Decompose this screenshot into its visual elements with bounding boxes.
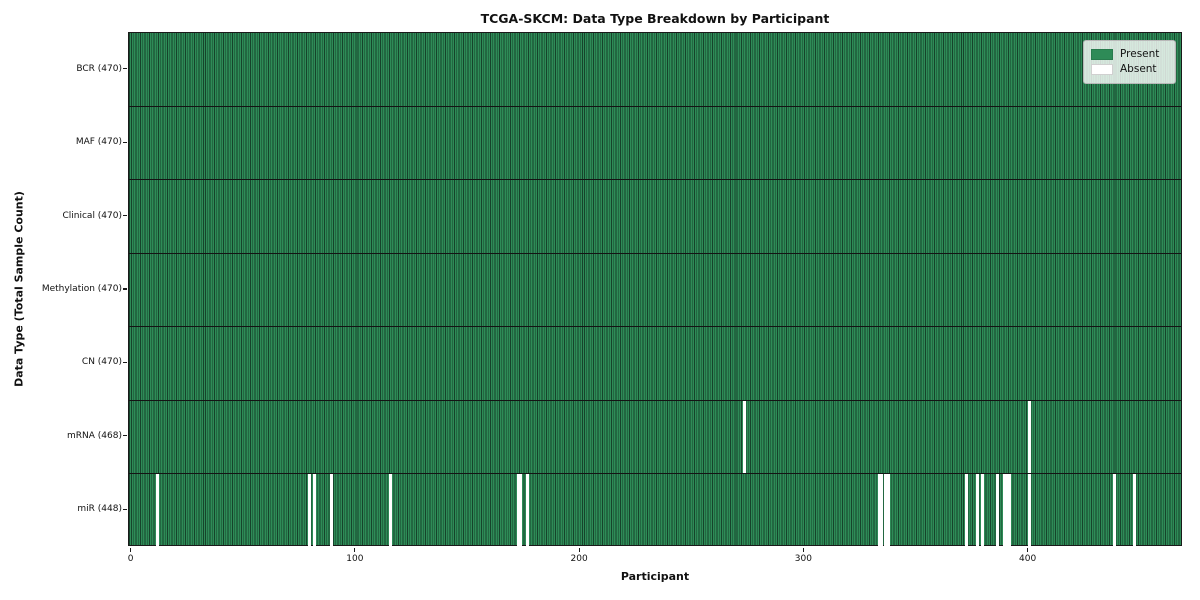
- y-tick-mark: [122, 68, 127, 70]
- absent-marker: [155, 473, 159, 547]
- absent-marker: [996, 473, 1000, 547]
- absent-marker: [1027, 473, 1031, 547]
- legend-entry-present: Present: [1091, 47, 1167, 62]
- y-tick-label: MAF (470): [75, 137, 122, 148]
- absent-marker: [1027, 400, 1031, 474]
- legend-present-label: Present: [1120, 48, 1160, 60]
- absent-marker: [976, 473, 980, 547]
- absent-swatch-icon: [1091, 64, 1113, 75]
- present-swatch-icon: [1091, 49, 1113, 60]
- y-tick-label: Methylation (470): [41, 284, 122, 294]
- y-tick-label: CN (470): [81, 357, 122, 368]
- absent-marker: [879, 473, 883, 547]
- heatmap-row-Clinical: [129, 180, 1181, 253]
- x-tick-mark: [802, 548, 804, 552]
- absent-marker: [1113, 473, 1117, 547]
- heatmap-row-mRNA: [129, 400, 1181, 474]
- x-tick-mark: [130, 548, 132, 552]
- absent-marker: [884, 473, 888, 547]
- x-tick-label: 300: [794, 554, 812, 564]
- y-tick-label: Clinical (470): [62, 210, 122, 221]
- x-tick-label: 400: [1019, 554, 1037, 564]
- y-tick-mark: [122, 141, 127, 143]
- x-tick-label: 0: [127, 554, 134, 564]
- legend-entry-absent: Absent: [1091, 62, 1167, 77]
- x-tick-mark: [354, 548, 356, 552]
- row-divider: [129, 326, 1181, 328]
- absent-marker: [1005, 473, 1009, 547]
- absent-marker: [743, 400, 747, 474]
- absent-marker: [980, 473, 984, 547]
- row-divider: [129, 399, 1181, 401]
- chart-title: TCGA-SKCM: Data Type Breakdown by Partic…: [480, 11, 830, 26]
- x-axis-label: Participant: [620, 570, 690, 583]
- row-divider: [129, 252, 1181, 254]
- absent-marker: [312, 473, 316, 547]
- plot-area: [128, 32, 1182, 547]
- row-divider: [129, 105, 1181, 107]
- y-tick-mark: [122, 288, 127, 290]
- heatmap-row-BCR: [129, 33, 1181, 106]
- heatmap-row-miR: [129, 473, 1181, 547]
- row-divider: [129, 473, 1181, 475]
- heatmap-row-Methylation: [129, 253, 1181, 326]
- y-tick-label: mRNA (468): [67, 430, 122, 441]
- absent-marker: [516, 473, 520, 547]
- y-tick-label: miR (448): [77, 504, 122, 515]
- absent-marker: [877, 473, 881, 547]
- y-axis-label: Data Type (Total Sample Count): [12, 191, 26, 387]
- row-divider: [129, 179, 1181, 181]
- x-tick-label: 100: [346, 554, 364, 564]
- heatmap-row-CN: [129, 327, 1181, 400]
- absent-marker: [1133, 473, 1137, 547]
- x-tick-label: 200: [570, 554, 588, 564]
- absent-marker: [886, 473, 890, 547]
- absent-marker: [525, 473, 529, 547]
- absent-marker: [965, 473, 969, 547]
- y-tick-mark: [122, 214, 127, 217]
- x-tick-mark: [1027, 548, 1029, 552]
- absent-marker: [1003, 473, 1007, 547]
- legend-absent-label: Absent: [1120, 63, 1157, 75]
- absent-marker: [330, 473, 334, 547]
- y-tick-mark: [122, 361, 127, 364]
- y-tick-mark: [122, 435, 127, 437]
- heatmap-row-MAF: [129, 106, 1181, 179]
- absent-marker: [1007, 473, 1011, 547]
- legend: Present Absent: [1083, 40, 1176, 84]
- x-tick-mark: [578, 548, 580, 552]
- absent-marker: [388, 473, 392, 547]
- absent-marker: [518, 473, 522, 547]
- absent-marker: [308, 473, 312, 547]
- y-tick-mark: [122, 508, 127, 510]
- y-tick-label: BCR (470): [76, 63, 122, 74]
